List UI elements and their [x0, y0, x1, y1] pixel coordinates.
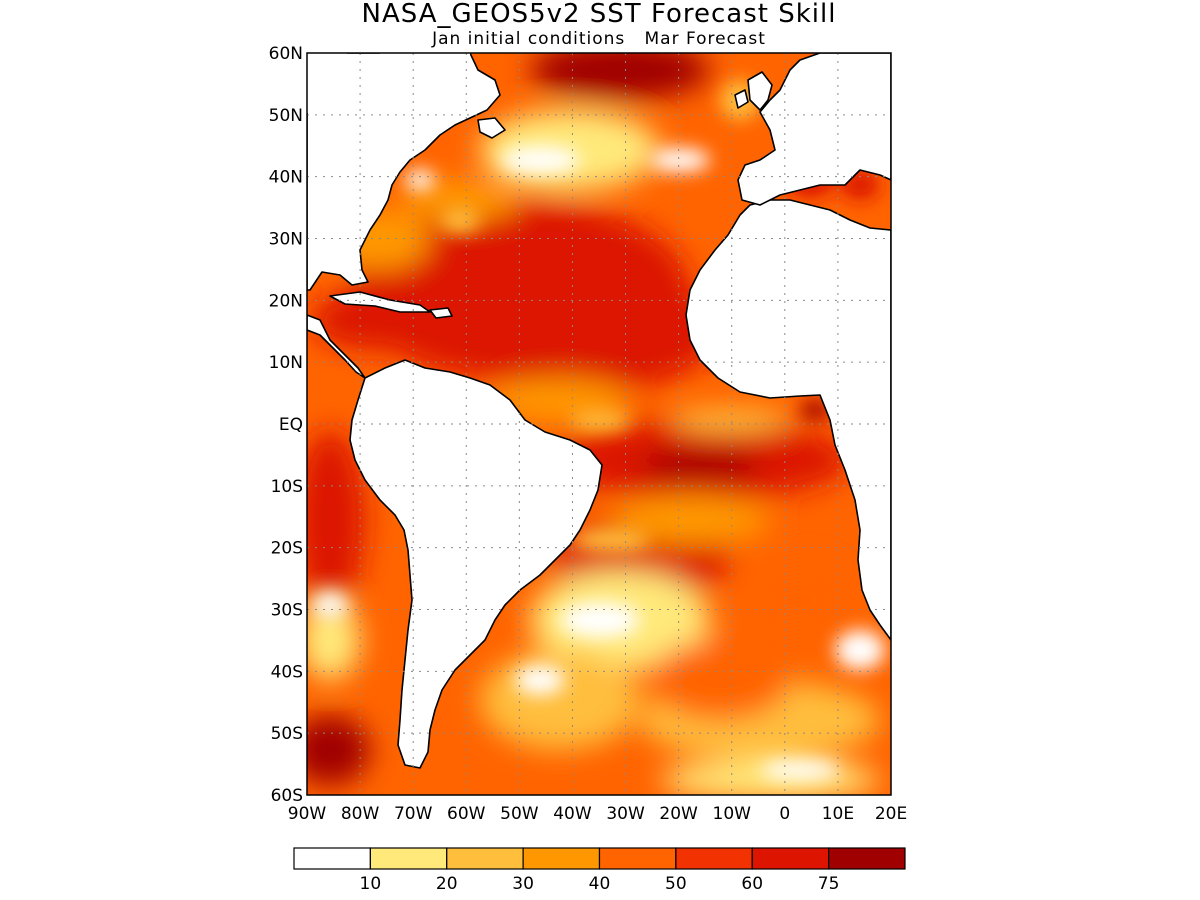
land-north-america — [307, 53, 501, 291]
lon-tick-label: 90W — [288, 804, 327, 824]
lon-axis-labels: 90W 80W 70W 60W 50W 40W 30W 20W 10W 0 10E 20E — [288, 804, 907, 824]
colorbar-tick-label: 30 — [512, 874, 534, 894]
colorbar-tick-label: 40 — [589, 874, 611, 894]
colorbar-tick-label: 60 — [741, 874, 763, 894]
lat-tick-label: 40N — [269, 168, 303, 188]
colorbar: 10 20 30 40 50 60 75 — [293, 847, 906, 894]
lat-tick-label: 50S — [271, 724, 303, 744]
lat-axis-labels: 60N 50N 40N 30N 20N 10N EQ 10S 20S 30S 40S 50S 60S — [269, 44, 303, 806]
colorbar-tick-label: 10 — [360, 874, 382, 894]
colorbar-tick-label: 75 — [818, 874, 840, 894]
colorbar-swatch — [522, 847, 601, 870]
lat-tick-label: 10N — [269, 353, 303, 373]
lon-tick-label: 40W — [553, 804, 592, 824]
chart-title: NASA_GEOS5v2 SST Forecast Skill — [362, 0, 837, 29]
colorbar-swatch — [369, 847, 448, 870]
colorbar-swatch — [675, 847, 753, 870]
lon-tick-label: 30W — [606, 804, 645, 824]
colorbar-swatch — [828, 847, 906, 870]
lon-tick-label: 10E — [822, 804, 854, 824]
colorbar-swatch — [446, 847, 524, 870]
no-data-patches — [307, 53, 470, 113]
lat-tick-label: EQ — [279, 415, 303, 435]
lat-tick-label: 50N — [269, 106, 303, 126]
lat-tick-label: 30S — [271, 601, 303, 621]
colorbar-swatch — [751, 847, 830, 870]
lon-tick-label: 20W — [659, 804, 698, 824]
lat-tick-label: 60N — [269, 44, 303, 64]
lon-tick-label: 20E — [875, 804, 907, 824]
lat-tick-label: 10S — [271, 477, 303, 497]
chart-subtitle: Jan initial conditions Mar Forecast — [431, 29, 766, 49]
colorbar-swatch — [598, 847, 677, 870]
lon-tick-label: 80W — [341, 804, 380, 824]
land-hispaniola — [429, 307, 453, 319]
map-frame — [306, 52, 892, 796]
lon-tick-label: 10W — [713, 804, 752, 824]
land-newfoundland — [477, 117, 506, 139]
lon-tick-label: 60W — [447, 804, 486, 824]
land-africa — [685, 199, 891, 641]
lon-tick-label: 50W — [500, 804, 539, 824]
land-ireland — [734, 89, 749, 109]
lat-tick-label: 40S — [271, 662, 303, 682]
colorbar-tick-label: 20 — [436, 874, 458, 894]
colorbar-swatch — [293, 847, 371, 870]
lat-tick-label: 60S — [271, 786, 303, 806]
lat-tick-label: 30N — [269, 230, 303, 250]
land-central-america — [307, 314, 366, 379]
lat-tick-label: 20N — [269, 291, 303, 311]
land-british-isles — [747, 71, 773, 111]
land-europe — [737, 53, 891, 206]
map-gridlines — [307, 53, 891, 795]
lat-tick-label: 20S — [271, 539, 303, 559]
lon-tick-label: 0 — [779, 804, 790, 824]
skill-map — [307, 53, 891, 795]
land-cuba — [329, 291, 431, 313]
colorbar-tick-label: 50 — [665, 874, 687, 894]
lon-tick-label: 70W — [394, 804, 433, 824]
